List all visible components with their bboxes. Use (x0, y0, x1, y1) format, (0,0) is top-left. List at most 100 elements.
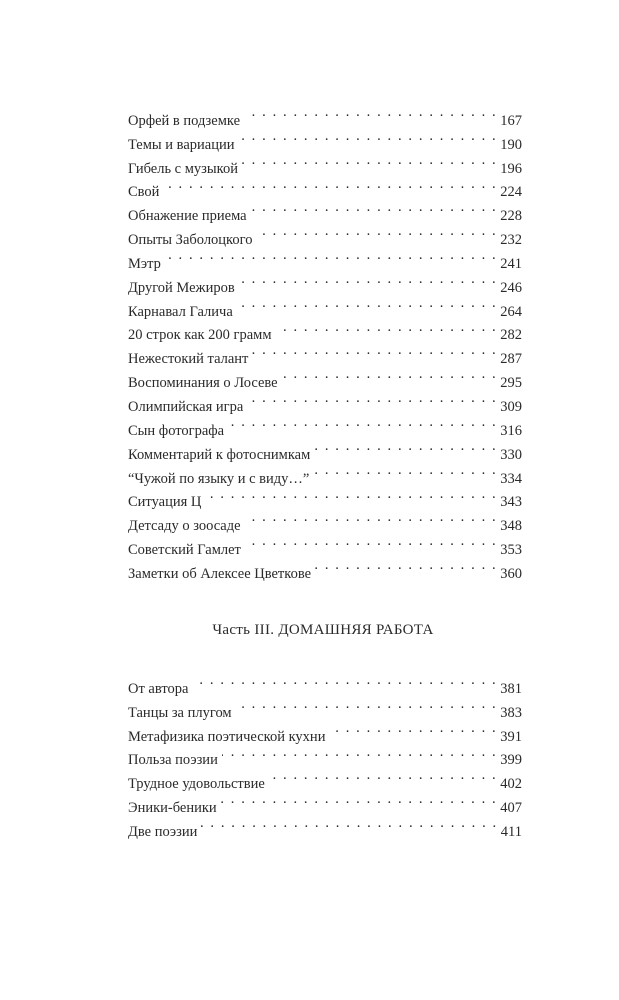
dot-leader (247, 387, 497, 411)
entry-title: Танцы за плугом (128, 704, 232, 721)
dot-leader (228, 411, 497, 435)
toc-entry: Трудное удовольствие402 (128, 764, 522, 792)
entry-title: Темы и вариации (128, 136, 235, 153)
toc-entry: Советский Гамлет 353 (128, 530, 522, 558)
dot-leader (236, 693, 498, 717)
entry-title: Советский Гамлет (128, 542, 241, 559)
toc-entry: Другой Межиров 246 (128, 268, 522, 296)
dot-leader (251, 196, 498, 220)
entry-title: Свой (128, 184, 160, 201)
entry-title: Две поэзии (128, 823, 198, 840)
entry-page-number: 224 (500, 184, 522, 201)
entry-title: Другой Межиров (128, 279, 235, 296)
dot-leader (314, 435, 497, 459)
dot-leader (313, 459, 497, 483)
entry-page-number: 241 (500, 255, 522, 272)
dot-leader (245, 506, 498, 530)
entry-title: Ситуация Ц (128, 494, 202, 511)
entry-page-number: 264 (500, 303, 522, 320)
dot-leader (192, 669, 497, 693)
entry-title: От автора (128, 680, 189, 697)
dot-leader (222, 741, 497, 765)
entry-title: Польза поэзии (128, 752, 218, 769)
entry-page-number: 228 (500, 208, 522, 225)
dot-leader (165, 244, 497, 268)
entry-page-number: 402 (500, 776, 522, 793)
entry-title: Детсаду о зоосаде (128, 518, 241, 535)
entry-page-number: 196 (500, 160, 522, 177)
part-heading: Часть III. ДОМАШНЯЯ РАБОТА (212, 622, 434, 638)
dot-leader (239, 268, 498, 292)
entry-page-number: 309 (500, 398, 522, 415)
entry-title: Орфей в подземке (128, 112, 241, 129)
entry-page-number: 353 (500, 542, 522, 559)
toc-entry: Заметки об Алексее Цветкове 360 (128, 554, 522, 582)
entry-page-number: 246 (500, 279, 522, 296)
dot-leader (237, 292, 498, 316)
entry-title: Заметки об Алексее Цветкове (128, 565, 312, 582)
dot-leader (329, 717, 497, 741)
toc-section-3: От автора 381 Танцы за плугом 383Метафизика… (128, 669, 522, 840)
dot-leader (221, 788, 498, 812)
toc-entry: Метафизика поэтической кухни391 (128, 717, 522, 745)
entry-title: Мэтр (128, 255, 161, 272)
entry-title: Олимпийская игра (128, 398, 244, 415)
toc-entry: Ситуация Ц 343 (128, 483, 522, 511)
toc-entry: Опыты Заболоцкого232 (128, 220, 522, 248)
entry-page-number: 381 (500, 680, 522, 697)
entry-page-number: 232 (500, 232, 522, 249)
dot-leader (242, 149, 497, 173)
toc-entry: От автора 381 (128, 669, 522, 697)
entry-page-number: 383 (500, 704, 522, 721)
entry-title: Нежестокий талант (128, 351, 249, 368)
entry-page-number: 407 (500, 800, 522, 817)
dot-leader (252, 339, 497, 363)
entry-page-number: 399 (500, 752, 522, 769)
dot-leader (201, 812, 497, 836)
dot-leader (269, 764, 497, 788)
toc-entry: Орфей в подземке 167 (128, 101, 522, 129)
toc-entry: Обнажение приема 228 (128, 196, 522, 224)
toc-entry: Нежестокий талант 287 (128, 339, 522, 367)
toc-entry: Свой 224 (128, 173, 522, 201)
entry-page-number: 360 (500, 565, 522, 582)
toc-entry: Карнавал Галича 264 (128, 292, 522, 320)
entry-page-number: 287 (500, 351, 522, 368)
entry-page-number: 295 (500, 375, 522, 392)
entry-page-number: 190 (500, 136, 522, 153)
dot-leader (163, 173, 497, 197)
entry-title: Эники-беники (128, 800, 217, 817)
entry-page-number: 391 (500, 728, 522, 745)
toc-entry: Сын фотографа 316 (128, 411, 522, 439)
entry-page-number: 411 (500, 823, 522, 840)
entry-page-number: 334 (500, 470, 522, 487)
entry-title: Карнавал Галича (128, 303, 233, 320)
entry-title: 20 строк как 200 грамм (128, 327, 272, 344)
toc-entry: Олимпийская игра 309 (128, 387, 522, 415)
dot-leader (205, 483, 497, 507)
toc-entry: Мэтр 241 (128, 244, 522, 272)
toc-entry: Эники-беники 407 (128, 788, 522, 816)
dot-leader (245, 530, 497, 554)
toc-entry: Комментарий к фотоснимкам 330 (128, 435, 522, 463)
toc-entry: Польза поэзии 399 (128, 741, 522, 769)
toc-section-2: Орфей в подземке167Темы и вариации190Гиб… (128, 101, 522, 582)
entry-page-number: 348 (500, 518, 522, 535)
entry-title: Комментарий к фотоснимкам (128, 446, 311, 463)
entry-page-number: 282 (500, 327, 522, 344)
toc-entry: Воспоминания о Лосеве 295 (128, 363, 522, 391)
dot-leader (282, 363, 498, 387)
entry-page-number: 316 (500, 422, 522, 439)
entry-page-number: 343 (500, 494, 522, 511)
toc-entry: Две поэзии 411 (128, 812, 522, 840)
dot-leader (276, 316, 498, 340)
dot-leader (244, 101, 497, 125)
entry-page-number: 167 (500, 112, 522, 129)
dot-leader (238, 125, 497, 149)
toc-entry: Детсаду о зоосаде 348 (128, 506, 522, 534)
entry-title: Сын фотографа (128, 422, 225, 439)
entry-title: Обнажение приема (128, 208, 247, 225)
dot-leader (256, 220, 497, 244)
entry-page-number: 330 (500, 446, 522, 463)
toc-entry: Темы и вариации 190 (128, 125, 522, 153)
